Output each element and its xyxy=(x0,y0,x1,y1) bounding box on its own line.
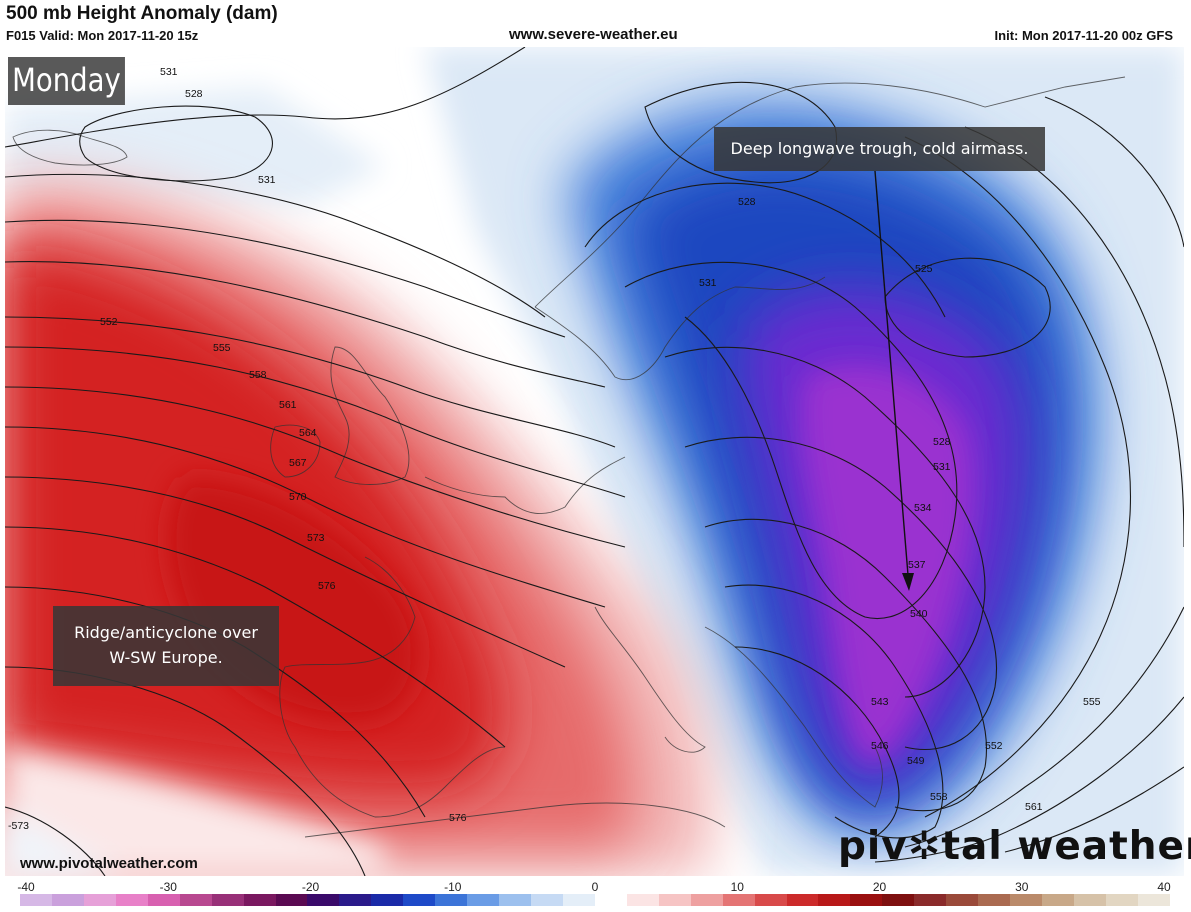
legend-swatch xyxy=(147,894,180,906)
logo-text-right: tal weather xyxy=(941,824,1191,869)
map-title: 500 mb Height Anomaly (dam) xyxy=(6,3,278,24)
contour-label: 558 xyxy=(249,369,267,381)
legend-swatch xyxy=(115,894,148,906)
legend-tick-label: 10 xyxy=(730,880,744,894)
legend-swatch xyxy=(1073,894,1106,906)
pivotal-logo: piv✲tal weather xyxy=(838,824,1191,869)
legend-swatch xyxy=(722,894,755,906)
contour-label: 576 xyxy=(318,580,336,592)
contour-label: 540 xyxy=(910,608,928,620)
trough-arrow xyxy=(874,170,914,591)
ridge-annotation-line1: Ridge/anticyclone over xyxy=(74,623,258,642)
legend-swatch xyxy=(371,894,404,906)
legend-tick-label: -10 xyxy=(444,880,462,894)
ridge-annotation: Ridge/anticyclone over W-SW Europe. xyxy=(53,606,279,686)
contour-label: 558 xyxy=(930,791,948,803)
legend-swatch xyxy=(339,894,372,906)
day-label: Monday xyxy=(8,57,125,105)
legend-swatch xyxy=(658,894,691,906)
anomaly-map: 531 528 531 552 555 558 561 564 567 570 … xyxy=(5,47,1184,876)
legend-swatch xyxy=(850,894,883,906)
legend-tick-label: 0 xyxy=(591,880,599,894)
legend-swatch xyxy=(243,894,276,906)
legend-swatch xyxy=(403,894,436,906)
legend-swatch xyxy=(690,894,723,906)
anomaly-shading xyxy=(5,47,1184,876)
contour-label: 555 xyxy=(1083,696,1101,708)
legend-tick-label: -20 xyxy=(301,880,320,894)
init-time: Init: Mon 2017-11-20 00z GFS xyxy=(994,28,1173,43)
contour-label: 531 xyxy=(258,174,276,186)
pivotal-url: www.pivotalweather.com xyxy=(20,855,198,872)
legend-tick-label: -30 xyxy=(159,880,177,894)
legend-swatch xyxy=(275,894,308,906)
legend-tick-label: 30 xyxy=(1015,880,1029,894)
legend-color-bar xyxy=(20,894,1170,906)
legend-swatch xyxy=(786,894,819,906)
coastlines xyxy=(12,76,1126,838)
logo-text-left: piv xyxy=(838,824,908,869)
legend-swatch xyxy=(499,894,531,906)
color-legend: -40 -30 -20 -10 0 10 20 30 40 xyxy=(17,880,1171,912)
contour-label: 537 xyxy=(908,559,926,571)
legend-swatch xyxy=(882,894,915,906)
legend-swatch xyxy=(562,894,595,906)
contour-label: 531 xyxy=(699,277,717,289)
legend-swatch xyxy=(1137,894,1170,906)
contour-label: 549 xyxy=(907,755,925,767)
legend-swatch xyxy=(467,894,500,906)
contour-label: 552 xyxy=(985,740,1003,752)
legend-tick-label: -40 xyxy=(17,880,35,894)
ridge-annotation-line2: W-SW Europe. xyxy=(109,648,223,667)
contour-label: 528 xyxy=(185,88,203,100)
contour-label: 555 xyxy=(213,342,231,354)
contour-label: 531 xyxy=(160,66,178,78)
legend-swatch xyxy=(307,894,340,906)
trough-annotation: Deep longwave trough, cold airmass. xyxy=(714,127,1045,171)
legend-swatch xyxy=(1042,894,1074,906)
legend-tick-label: 40 xyxy=(1157,880,1171,894)
legend-swatch xyxy=(20,894,52,906)
map-panel: 531 528 531 552 555 558 561 564 567 570 … xyxy=(5,47,1184,876)
legend-tick-label: 20 xyxy=(872,880,887,894)
legend-swatch xyxy=(626,894,659,906)
contour-label: 525 xyxy=(915,263,933,275)
legend-swatch xyxy=(818,894,851,906)
contour-label: 576 xyxy=(449,812,467,824)
legend-swatch xyxy=(946,894,979,906)
legend-swatch xyxy=(83,894,116,906)
contour-label: -573 xyxy=(8,820,29,832)
legend-swatch xyxy=(211,894,244,906)
contour-label: 531 xyxy=(933,461,951,473)
legend-swatch xyxy=(754,894,787,906)
legend-swatch xyxy=(435,894,468,906)
site-watermark: www.severe-weather.eu xyxy=(509,26,678,43)
legend-swatch xyxy=(1105,894,1138,906)
contour-label: 546 xyxy=(871,740,889,752)
legend-swatch xyxy=(594,894,627,906)
contour-label: 528 xyxy=(933,436,951,448)
legend-swatch xyxy=(179,894,212,906)
logo-gear-icon: ✲ xyxy=(907,824,942,869)
legend-swatch xyxy=(914,894,947,906)
legend-swatch xyxy=(1010,894,1042,906)
valid-time: F015 Valid: Mon 2017-11-20 15z xyxy=(6,28,199,43)
contour-label: 570 xyxy=(289,491,307,503)
contour-labels: 531 528 531 552 555 558 561 564 567 570 … xyxy=(8,66,1101,832)
contour-label: 552 xyxy=(100,316,118,328)
legend-swatch xyxy=(51,894,84,906)
contour-label: 543 xyxy=(871,696,889,708)
contour-label: 564 xyxy=(299,427,317,439)
contour-label: 567 xyxy=(289,457,307,469)
contour-label: 528 xyxy=(738,196,756,208)
contour-label: 561 xyxy=(1025,801,1043,813)
contour-label: 561 xyxy=(279,399,297,411)
contour-label: 573 xyxy=(307,532,325,544)
legend-swatch xyxy=(978,894,1011,906)
contour-label: 534 xyxy=(914,502,932,514)
legend-swatch xyxy=(531,894,563,906)
